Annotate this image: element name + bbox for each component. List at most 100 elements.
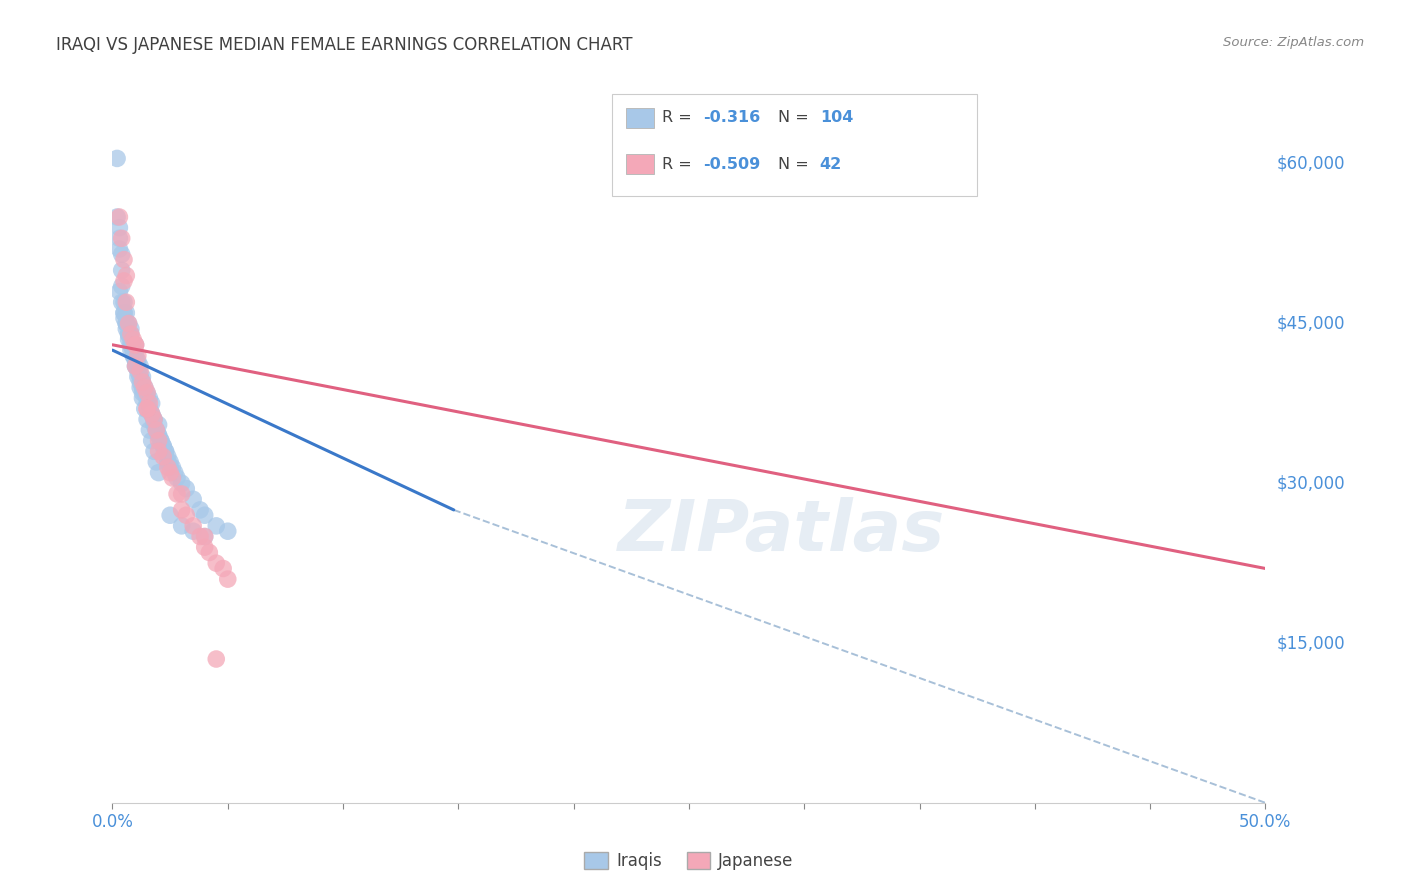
Point (131, 391, 153, 405)
Point (134, 401, 156, 416)
Point (115, 317, 138, 331)
Point (170, 487, 193, 501)
Point (217, 572, 239, 586)
Point (124, 353, 146, 368)
Point (194, 508, 217, 523)
Point (148, 466, 170, 480)
Point (143, 417, 166, 432)
Point (148, 434, 170, 448)
Point (124, 353, 146, 368)
Point (108, 220, 131, 235)
Point (108, 210, 131, 224)
Point (112, 252, 135, 267)
Text: $60,000: $60,000 (1277, 154, 1346, 173)
Point (117, 327, 139, 342)
Point (111, 231, 134, 245)
Point (111, 247, 134, 261)
Point (120, 333, 142, 347)
Point (111, 279, 134, 293)
Point (127, 359, 149, 373)
Point (156, 455, 179, 469)
Text: ZIPatlas: ZIPatlas (617, 497, 945, 566)
Point (162, 471, 184, 485)
Point (205, 519, 228, 533)
Point (145, 423, 167, 437)
Point (162, 460, 184, 475)
Point (108, 285, 131, 299)
Point (163, 466, 186, 480)
Point (134, 380, 156, 394)
Point (188, 503, 211, 517)
Text: R =: R = (662, 111, 697, 125)
Point (124, 349, 146, 363)
Text: -0.316: -0.316 (703, 111, 761, 125)
Point (181, 524, 204, 539)
Point (143, 412, 166, 426)
Point (122, 349, 145, 363)
Text: -0.509: -0.509 (703, 157, 761, 171)
Point (159, 460, 181, 475)
Point (181, 492, 204, 507)
Point (115, 317, 138, 331)
Text: IRAQI VS JAPANESE MEDIAN FEMALE EARNINGS CORRELATION CHART: IRAQI VS JAPANESE MEDIAN FEMALE EARNINGS… (56, 36, 633, 54)
Point (117, 333, 139, 347)
Point (115, 317, 138, 331)
Point (212, 561, 235, 575)
Point (174, 508, 197, 523)
Point (127, 349, 149, 363)
Point (136, 401, 159, 416)
Point (115, 295, 138, 310)
Point (136, 396, 159, 410)
Point (155, 444, 177, 458)
Point (129, 380, 152, 394)
Point (156, 450, 179, 464)
Point (122, 333, 145, 347)
Point (148, 428, 170, 442)
Point (127, 364, 149, 378)
Legend: Iraqis, Japanese: Iraqis, Japanese (578, 845, 800, 877)
Text: $45,000: $45,000 (1277, 315, 1346, 333)
Point (117, 327, 139, 342)
Point (194, 540, 217, 554)
Point (148, 417, 170, 432)
Point (170, 503, 193, 517)
Point (122, 338, 145, 352)
Text: Source: ZipAtlas.com: Source: ZipAtlas.com (1223, 36, 1364, 49)
Point (120, 338, 142, 352)
Point (115, 306, 138, 320)
Point (149, 434, 172, 448)
Point (148, 444, 170, 458)
Point (170, 476, 193, 491)
Point (159, 455, 181, 469)
Point (138, 401, 160, 416)
Point (117, 317, 139, 331)
Point (120, 327, 142, 342)
Point (124, 359, 146, 373)
Point (129, 364, 152, 378)
Point (131, 375, 153, 389)
Point (136, 391, 159, 405)
Point (141, 434, 163, 448)
Point (112, 306, 135, 320)
Point (124, 359, 146, 373)
Point (136, 412, 159, 426)
Point (143, 412, 166, 426)
Point (148, 428, 170, 442)
Point (149, 434, 172, 448)
Point (124, 338, 146, 352)
Point (120, 338, 142, 352)
Text: R =: R = (662, 157, 697, 171)
Text: N =: N = (778, 111, 814, 125)
Point (131, 380, 153, 394)
Point (138, 391, 160, 405)
Point (111, 263, 134, 277)
Point (138, 423, 160, 437)
Point (194, 529, 217, 543)
Point (138, 401, 160, 416)
Point (143, 444, 166, 458)
Point (120, 343, 142, 358)
Point (138, 396, 160, 410)
Point (205, 652, 228, 666)
Point (129, 369, 152, 384)
Point (145, 455, 167, 469)
